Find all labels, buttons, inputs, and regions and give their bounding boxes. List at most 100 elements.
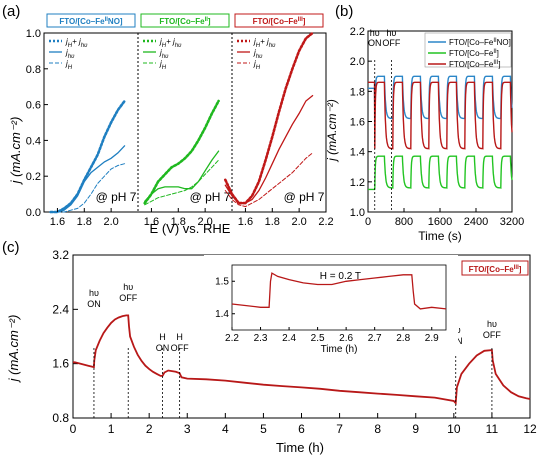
panel-b-annotation-symbol: hυ xyxy=(386,28,396,38)
panel-c-inset: 1.4 1.5 2.2 2.3 2.4 2.5 2.6 2.7 2.8 2.9 H = 0.2 T T… xyxy=(204,255,458,355)
panel-b-annotation-symbol: hυ xyxy=(370,28,380,38)
panel-a-y-tick-label: 1.0 xyxy=(26,28,41,40)
panel-c-annotation-state: OFF xyxy=(171,343,189,353)
panel-c-x-tick-label: 8 xyxy=(374,422,381,436)
panel-a-legend-entry: jhυ xyxy=(65,48,75,60)
panel-c-x-tick-label: 2 xyxy=(146,422,153,436)
panel-b-y-tick-label: 2.2 xyxy=(350,26,365,38)
panel-c-inset-x-tick-label: 2.2 xyxy=(225,333,239,344)
panel-b-y-axis-label: j (mA.cm⁻²) xyxy=(325,99,339,163)
panel-c-inset-x-tick-label: 2.8 xyxy=(396,333,410,344)
panel-b-series-line xyxy=(368,155,513,191)
panel-a-x-tick-label: 1.6 xyxy=(238,216,253,228)
panel-a-series-line xyxy=(144,150,220,202)
panel-b-x-tick-label: 2400 xyxy=(464,216,488,228)
panel-a-series-line xyxy=(49,99,126,214)
panel-a-subplot-title-box xyxy=(140,13,230,28)
panel-a-series-line xyxy=(224,152,314,208)
panel-c-inset-x-tick-label: 2.6 xyxy=(339,333,353,344)
panel-c-y-axis-label: j (mA.cm⁻²) xyxy=(6,315,21,384)
panel-c-x-tick-label: 9 xyxy=(412,422,419,436)
panel-a-subplot-title-box xyxy=(46,13,136,28)
panel-a-legend-entry: jH+ jhυ xyxy=(253,37,276,49)
panel-c-inset-field-label: H = 0.2 T xyxy=(320,271,361,282)
panel-label-a: (a) xyxy=(2,3,20,20)
panel-a-legend-entry: jH xyxy=(65,59,73,71)
panel-c-x-tick-label: 0 xyxy=(70,422,77,436)
panel-a-x-axis-label: E (V) vs. RHE xyxy=(150,221,231,236)
panel-c-annotation-symbol: H xyxy=(176,332,183,342)
panel-a-subplot-title-box xyxy=(234,13,324,28)
panel-c-legend-box xyxy=(461,260,529,276)
panel-a-x-tick-label: 1.8 xyxy=(265,216,280,228)
panel-c-inset-x-tick-label: 2.5 xyxy=(311,333,325,344)
panel-a-legend-entry: jhυ xyxy=(253,48,263,60)
panel-c: (c) 0.81.62.43.20 1 2 3 4 5 6 7 8 9 10 11 12hυONhυOF… xyxy=(2,239,537,455)
panel-b-x-tick-label: 1600 xyxy=(428,216,452,228)
panel-c-inset-y-tick-label: 1.4 xyxy=(215,309,229,320)
panel-c-legend: FTO/[Co–FeIII] xyxy=(461,260,529,276)
panel-c-legend-entry: FTO/[Co–FeIII] xyxy=(469,265,522,274)
panel-c-x-tick-label: 12 xyxy=(523,422,537,436)
panel-a-y-axis-label: j (mA.cm⁻²) xyxy=(8,117,23,186)
panel-c-annotation-state: ON xyxy=(156,343,170,353)
panel-c-annotation-symbol: hυ xyxy=(89,288,99,298)
panel-b-series-line xyxy=(368,81,513,150)
panel-b: (b) 1.0 1.2 1.4 1.6 1.8 2.0 2.2 0 800 1600 2400 320… xyxy=(325,3,524,243)
panel-a-subplot-title: FTO/[Co–FeII] xyxy=(159,17,211,26)
panel-a-ph-label: @ pH 7 xyxy=(284,190,325,204)
panel-c-inset-y-tick-label: 1.5 xyxy=(215,276,229,287)
panel-a-x-tick-label: 1.6 xyxy=(144,216,159,228)
panel-a-x-tick-label: 2.0 xyxy=(103,216,118,228)
panel-b-legend-box xyxy=(424,32,512,68)
panel-c-x-tick-label: 7 xyxy=(336,422,343,436)
panel-a-ph-label: @ pH 7 xyxy=(190,190,231,204)
panel-c-inset-axes-box xyxy=(231,264,447,331)
panel-a-x-tick-label: 1.6 xyxy=(50,216,65,228)
panel-c-annotation-symbol: hυ xyxy=(123,282,133,292)
panel-b-x-tick-label: 0 xyxy=(365,216,371,228)
panel-a-subplot-title: FTO/[Co–FeIINO] xyxy=(59,17,123,26)
panel-b-x-tick-label: 3200 xyxy=(500,216,524,228)
panel-b-legend-entry: FTO/[Co–FeIII] xyxy=(449,60,501,69)
panel-a-legend-entry: jH xyxy=(159,59,167,71)
panel-c-inset-x-axis-label: Time (h) xyxy=(321,344,358,355)
panel-a-legend-entry: jH+ jhυ xyxy=(65,37,88,49)
panel-b-annotation-state: ON xyxy=(368,38,382,48)
panel-c-annotation-symbol: H xyxy=(159,332,166,342)
panel-c-x-tick-label: 11 xyxy=(486,422,499,436)
panel-b-legend-entry: FTO/[Co–FeIINO] xyxy=(449,38,511,47)
panel-c-inset-x-tick-label: 2.9 xyxy=(425,333,439,344)
panel-a-x-tick-label: 1.8 xyxy=(171,216,186,228)
panel-a-series-line xyxy=(144,159,220,206)
panel-a-legend-entry: jH xyxy=(253,59,261,71)
panel-c-x-axis-label: Time (h) xyxy=(276,440,324,455)
panel-b-legend-entry: FTO/[Co–FeII] xyxy=(449,49,499,58)
panel-a-y-tick-label: 0.6 xyxy=(26,100,41,112)
panel-c-annotation-state: OFF xyxy=(119,293,137,303)
panel-a-x-tick-label: 2.0 xyxy=(197,216,212,228)
panel-b-annotation-state: OFF xyxy=(382,38,400,48)
panel-a-legend-entry: jH+ jhυ xyxy=(159,37,182,49)
panel-c-x-tick-label: 10 xyxy=(447,422,461,436)
panel-b-y-tick-label: 2.0 xyxy=(350,56,365,68)
panel-c-y-tick-label: 1.6 xyxy=(52,357,69,371)
panel-b-y-tick-label: 1.4 xyxy=(350,147,365,159)
panel-c-annotation-symbol: hυ xyxy=(487,319,497,329)
panel-a-y-tick-label: 0.4 xyxy=(26,135,41,147)
panel-c-series-line xyxy=(73,314,531,406)
panel-c-inset-x-tick-label: 2.4 xyxy=(282,333,296,344)
panel-c-x-tick-label: 3 xyxy=(184,422,191,436)
panel-c-inset-x-tick-label: 2.7 xyxy=(368,333,382,344)
panel-c-x-tick-label: 1 xyxy=(108,422,115,436)
panel-a-y-tick-label: 0.8 xyxy=(26,64,41,76)
panel-a-series-line xyxy=(50,145,126,213)
panel-b-x-axis-label: Time (s) xyxy=(418,229,462,243)
panel-c-annotation-state: ON xyxy=(87,299,101,309)
panel-b-y-tick-label: 1.0 xyxy=(350,207,365,219)
panel-c-inset-x-tick-label: 2.3 xyxy=(254,333,268,344)
panel-a-series-line xyxy=(224,31,314,205)
